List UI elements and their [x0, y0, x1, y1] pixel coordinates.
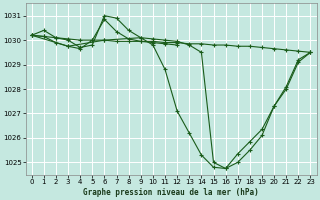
- X-axis label: Graphe pression niveau de la mer (hPa): Graphe pression niveau de la mer (hPa): [83, 188, 259, 197]
